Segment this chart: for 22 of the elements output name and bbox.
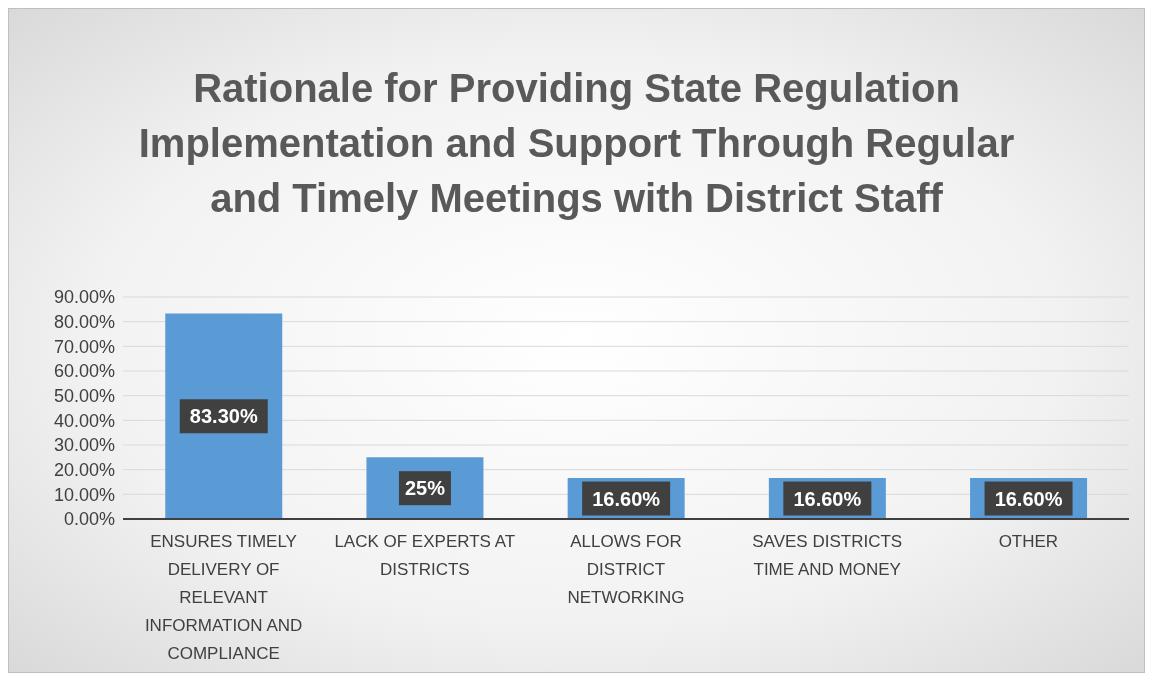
x-tick-label: ALLOWS FOR DISTRICT NETWORKING [567,532,685,608]
y-tick-label: 30.00% [53,435,115,456]
data-label: 83.30% [189,405,258,428]
y-tick-label: 90.00% [53,287,115,308]
data-label: 25% [404,477,446,500]
x-tick-label: SAVES DISTRICTS TIME AND MONEY [752,532,903,580]
y-tick-label: 60.00% [53,361,115,382]
y-tick-label: 0.00% [63,509,115,530]
chart-title: Rationale for Providing State Regulation Implementation and Support Through Regular and Timely Meetings with District Staff [137,65,1016,222]
y-tick-label: 80.00% [53,312,115,333]
bar [165,313,283,519]
data-label: 16.60% [793,487,862,510]
y-tick-label: 10.00% [53,484,115,505]
data-label: 16.60% [994,487,1063,510]
y-tick-label: 20.00% [53,460,115,481]
data-label: 16.60% [592,487,661,510]
x-tick-label: LACK OF EXPERTS AT DISTRICTS [334,532,516,580]
x-tick-label: ENSURES TIMELY DELIVERY OF RELEVANT INFORMATION AND COMPLIANCE [144,532,303,664]
y-tick-label: 50.00% [53,386,115,407]
y-tick-label: 70.00% [53,336,115,357]
y-tick-label: 40.00% [53,410,115,431]
x-tick-label: OTHER [998,532,1059,552]
